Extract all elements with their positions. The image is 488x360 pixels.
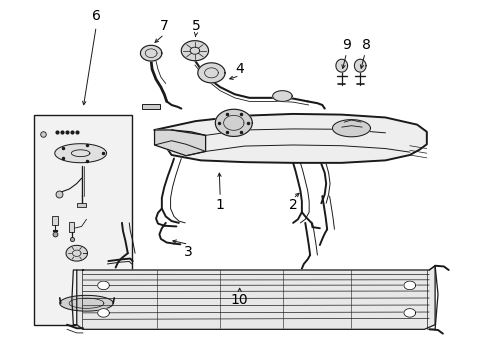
Polygon shape (403, 309, 415, 317)
Text: 8: 8 (361, 38, 370, 52)
Polygon shape (55, 144, 106, 163)
Text: 3: 3 (184, 245, 193, 259)
Polygon shape (60, 296, 113, 311)
Polygon shape (98, 309, 109, 317)
Text: 5: 5 (191, 19, 200, 33)
Text: 10: 10 (230, 293, 248, 307)
Text: 6: 6 (92, 9, 101, 23)
Polygon shape (332, 120, 370, 137)
Bar (52, 216, 58, 225)
Text: 1: 1 (215, 198, 224, 212)
Polygon shape (335, 59, 347, 72)
Polygon shape (154, 114, 426, 163)
Polygon shape (272, 91, 291, 102)
Polygon shape (66, 246, 87, 261)
Polygon shape (354, 59, 366, 72)
Text: 9: 9 (342, 38, 350, 52)
Bar (77, 203, 86, 207)
Text: 7: 7 (160, 19, 168, 33)
Polygon shape (215, 109, 252, 136)
Polygon shape (403, 281, 415, 290)
Bar (34, 115, 131, 325)
Text: 4: 4 (235, 62, 244, 76)
Polygon shape (198, 63, 224, 83)
Polygon shape (154, 130, 205, 156)
Polygon shape (77, 266, 434, 329)
Polygon shape (98, 281, 109, 290)
Bar (142, 104, 160, 109)
Bar (69, 222, 74, 232)
Text: 2: 2 (288, 198, 297, 212)
Polygon shape (140, 45, 162, 61)
Polygon shape (181, 41, 208, 61)
